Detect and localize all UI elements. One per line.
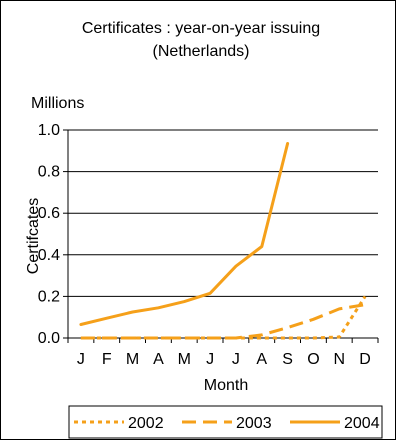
series-lines [79,142,367,340]
series-line-2004 [79,142,290,326]
x-tick-label: F [102,351,112,368]
unit-label: Millions [31,95,84,112]
y-tick-label: 0.8 [38,164,60,181]
legend-items: 2002 2003 2004 [74,415,380,432]
x-tick-label: J [77,351,85,368]
x-tick-label: J [206,351,214,368]
y-tick-labels: 0.0 0.2 0.4 0.6 0.8 1.0 [38,122,60,347]
x-axis-label: Month [204,377,248,394]
x-tick-label: N [333,351,345,368]
x-tick-label: A [153,351,164,368]
legend-label-2003: 2003 [236,415,272,432]
legend-label-2002: 2002 [128,415,164,432]
grid-lines [68,129,378,297]
x-tick-label: A [256,351,267,368]
chart-subtitle: (Netherlands) [153,43,250,60]
x-tick-label: M [126,351,139,368]
x-tick-label: J [232,351,240,368]
x-tick-label: S [282,351,293,368]
x-tick-label: M [178,351,191,368]
x-tick-label: O [307,351,319,368]
y-tick-label: 1.0 [38,122,60,139]
y-axis-label: Certifcates [25,198,42,274]
y-tick-label: 0.2 [38,288,60,305]
y-tick-label: 0.4 [38,247,60,264]
chart-title: Certificates : year-on-year issuing [82,20,320,37]
legend: 2002 2003 2004 [68,405,383,439]
series-line-2003 [80,303,366,340]
y-tick-label: 0.0 [38,330,60,347]
legend-label-2004: 2004 [344,415,380,432]
x-tick-label: D [359,351,371,368]
axes [63,129,379,343]
y-tick-label: 0.6 [38,205,60,222]
